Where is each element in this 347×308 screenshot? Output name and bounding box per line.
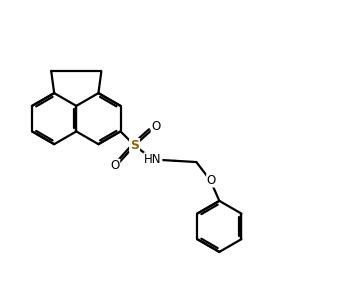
Text: O: O	[151, 120, 161, 133]
Text: HN: HN	[144, 153, 162, 166]
Text: O: O	[110, 159, 120, 172]
Text: S: S	[130, 139, 139, 152]
Text: O: O	[207, 174, 216, 187]
